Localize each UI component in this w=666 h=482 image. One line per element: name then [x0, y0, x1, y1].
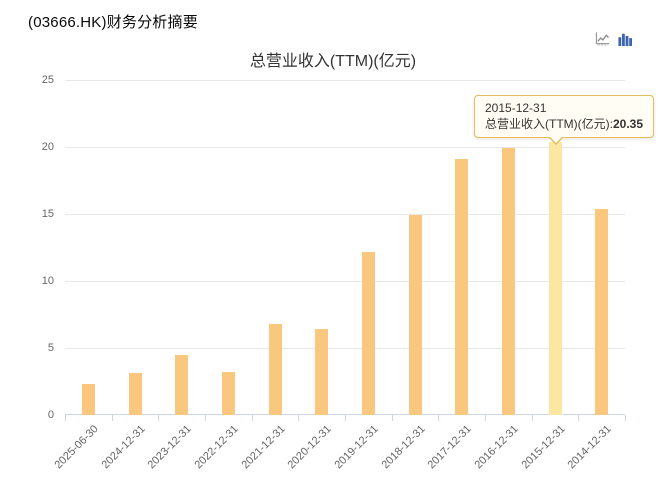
x-axis-label-2016-12-31: 2016-12-31 [472, 423, 521, 472]
bar-2016-12-31[interactable] [501, 148, 515, 415]
x-axis-line [65, 414, 625, 415]
tooltip-value: 20.35 [612, 117, 644, 131]
y-axis-label-25: 25 [41, 74, 54, 86]
x-axis-tick [485, 415, 486, 421]
x-axis-label-2022-12-31: 2022-12-31 [192, 423, 241, 472]
bar-2020-12-31[interactable] [315, 329, 329, 415]
x-axis-tick [298, 415, 300, 421]
tooltip-series-label: 总营业收入(TTM)(亿元): [485, 117, 613, 131]
bar-2017-12-31[interactable] [455, 159, 469, 415]
x-axis-label-2021-12-31: 2021-12-31 [239, 423, 288, 472]
plot-area: 0 5 10 15 20 25 2025-06-30 2024-12-31 2023-12-31… [42, 74, 626, 471]
tooltip-value-line: 总营业收入(TTM)(亿元):20.35 [485, 116, 643, 132]
x-axis-label-2015-12-31: 2015-12-31 [519, 423, 568, 472]
x-axis-label-2023-12-31: 2023-12-31 [145, 423, 195, 472]
x-axis-tick [111, 415, 113, 421]
bar-2021-12-31[interactable] [268, 323, 282, 415]
x-axis-label-2019-12-31: 2019-12-31 [332, 423, 381, 472]
x-axis-tick [158, 415, 160, 421]
gridline-y-10 [65, 281, 625, 282]
bar-2018-12-31[interactable] [408, 215, 422, 415]
gridline-y-15 [65, 214, 625, 215]
x-axis-tick [251, 415, 253, 421]
y-axis-label-20: 20 [41, 141, 54, 153]
gridline-y-5 [65, 348, 625, 349]
chart-type-toggles [595, 32, 633, 46]
x-axis-label-2018-12-31: 2018-12-31 [379, 423, 428, 472]
x-axis-label-2025-06-30: 2025-06-30 [52, 423, 101, 472]
x-axis-tick [345, 415, 346, 421]
x-axis-tick [65, 415, 66, 421]
y-axis-label-5: 5 [47, 342, 54, 354]
x-axis-tick [205, 415, 206, 421]
bar-2019-12-31[interactable] [361, 251, 375, 415]
x-axis-label-2017-12-31: 2017-12-31 [425, 423, 475, 472]
x-axis-tick [531, 415, 533, 421]
line-chart-icon[interactable] [595, 32, 610, 46]
x-axis-tick [438, 415, 440, 421]
bar-2023-12-31[interactable] [175, 354, 189, 415]
bar-chart-icon[interactable] [618, 32, 633, 46]
x-axis-tick [625, 415, 626, 421]
x-axis-tick [578, 415, 580, 421]
bar-2014-12-31[interactable] [595, 208, 609, 415]
gridline-y-25 [65, 80, 625, 81]
x-axis-tick [391, 415, 393, 421]
bar-2024-12-31[interactable] [128, 373, 142, 415]
bar-2025-06-30[interactable] [81, 384, 95, 415]
tooltip-date: 2015-12-31 [485, 101, 547, 115]
x-axis-label-2020-12-31: 2020-12-31 [285, 423, 335, 472]
x-axis-label-2014-12-31: 2014-12-31 [565, 423, 615, 472]
page-title: (03666.HK)财务分析摘要 [28, 14, 198, 31]
chart-tooltip: 2015-12-31 总营业收入(TTM)(亿元):20.35 [474, 95, 655, 145]
gridline-y-20 [65, 147, 625, 148]
x-axis-label-2024-12-31: 2024-12-31 [99, 423, 148, 472]
chart-title: 总营业收入(TTM)(亿元) [249, 53, 417, 70]
bar-2022-12-31[interactable] [221, 372, 235, 415]
bar-2015-12-31[interactable] [548, 142, 562, 415]
y-axis-label-0: 0 [47, 409, 54, 421]
y-axis-label-15: 15 [41, 208, 54, 220]
y-axis-label-10: 10 [41, 275, 54, 287]
